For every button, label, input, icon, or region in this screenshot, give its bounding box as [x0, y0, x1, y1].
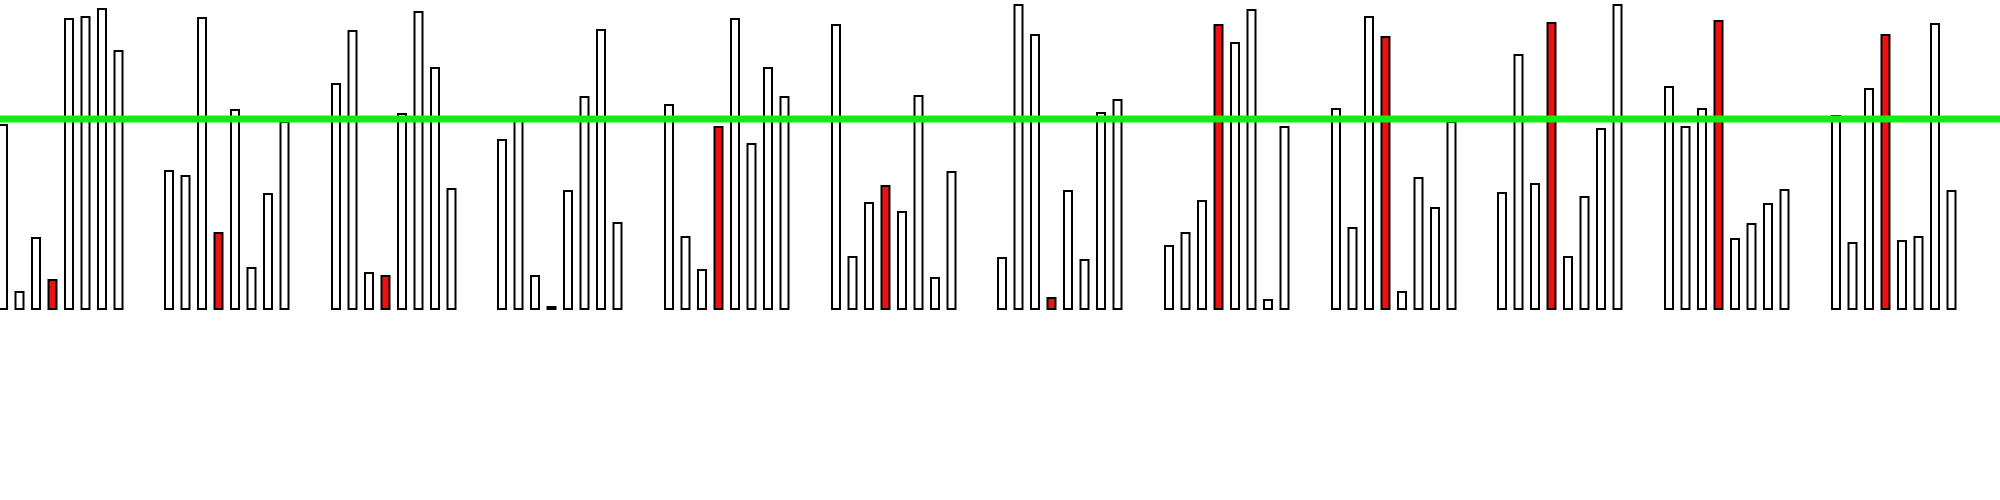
bar-series — [0, 4, 1957, 310]
bar-g5-5 — [730, 18, 740, 310]
bar-g9-5 — [1397, 291, 1407, 310]
bar-g12-7 — [1930, 23, 1940, 310]
bar-g10-6 — [1579, 196, 1590, 310]
bar-g1-5 — [64, 18, 74, 310]
bar-g9-4 — [1380, 36, 1391, 310]
bar-g4-5 — [563, 190, 573, 310]
bar-g6-8 — [946, 171, 957, 310]
bar-g7-5 — [1063, 190, 1073, 310]
bar-g7-7 — [1096, 112, 1106, 310]
bar-g11-1 — [1664, 86, 1674, 310]
bar-g11-6 — [1746, 223, 1757, 310]
bar-g10-4 — [1546, 22, 1557, 310]
bar-g9-3 — [1364, 16, 1374, 310]
bar-g12-4 — [1880, 34, 1891, 310]
bar-g11-5 — [1730, 238, 1740, 310]
bar-g9-8 — [1446, 121, 1457, 310]
bar-g12-6 — [1913, 236, 1924, 310]
bar-g5-4 — [713, 126, 724, 310]
bar-g1-3 — [31, 237, 41, 310]
bar-g8-1 — [1164, 245, 1174, 310]
bar-g12-5 — [1897, 240, 1907, 310]
bar-g9-6 — [1413, 177, 1424, 310]
bar-g4-3 — [530, 275, 540, 310]
bar-g3-4 — [380, 275, 391, 310]
bar-g5-7 — [763, 67, 773, 310]
bar-g2-8 — [279, 121, 290, 310]
bar-g11-3 — [1697, 108, 1707, 310]
bar-g6-1 — [831, 24, 841, 310]
bar-g1-1 — [0, 124, 8, 310]
bar-g10-5 — [1563, 256, 1573, 310]
bar-g2-7 — [263, 193, 273, 310]
bar-g12-8 — [1946, 190, 1957, 310]
bar-g1-4 — [47, 279, 58, 310]
bar-g3-8 — [446, 188, 457, 310]
bar-g5-1 — [664, 104, 674, 310]
bar-g6-7 — [930, 277, 940, 310]
bar-g11-4 — [1713, 20, 1724, 310]
bar-g2-2 — [180, 175, 191, 310]
bar-g3-2 — [347, 30, 358, 310]
bar-g8-5 — [1230, 42, 1240, 310]
bar-g11-7 — [1763, 203, 1773, 310]
bar-g4-1 — [497, 139, 507, 310]
bar-g3-6 — [413, 11, 424, 310]
bar-g6-6 — [913, 95, 924, 310]
bar-g7-6 — [1079, 259, 1090, 310]
bar-g7-4 — [1046, 297, 1057, 310]
bar-g7-3 — [1030, 34, 1040, 310]
bar-g1-2 — [14, 291, 25, 310]
bar-g7-2 — [1013, 4, 1024, 310]
bar-g8-8 — [1279, 126, 1290, 310]
bar-g5-3 — [697, 269, 707, 310]
bar-g6-3 — [864, 202, 874, 310]
bar-g8-2 — [1180, 232, 1191, 310]
bar-g11-8 — [1779, 189, 1790, 310]
bar-g2-3 — [197, 17, 207, 310]
bar-g4-4 — [546, 306, 557, 310]
bar-g11-2 — [1680, 126, 1691, 310]
bar-g3-1 — [331, 83, 341, 310]
bar-g7-8 — [1112, 99, 1123, 310]
bar-g5-6 — [746, 143, 757, 310]
bar-g4-2 — [513, 116, 524, 310]
bar-g1-8 — [113, 50, 124, 310]
bar-g9-1 — [1331, 108, 1341, 310]
bar-g1-7 — [97, 8, 107, 310]
bar-g1-6 — [80, 16, 91, 310]
bar-g9-7 — [1430, 207, 1440, 310]
bar-g4-8 — [612, 222, 623, 310]
bar-g2-1 — [164, 170, 174, 310]
bar-g8-6 — [1246, 9, 1257, 310]
bar-g10-1 — [1497, 192, 1507, 310]
bar-g6-5 — [897, 211, 907, 310]
bar-g12-1 — [1831, 115, 1841, 310]
bar-g10-7 — [1596, 128, 1606, 310]
bar-g6-4 — [880, 185, 891, 310]
bar-g8-3 — [1197, 200, 1207, 310]
bar-g2-5 — [230, 109, 240, 310]
bar-g4-7 — [596, 29, 606, 310]
bar-g8-7 — [1263, 299, 1273, 310]
bar-g12-3 — [1864, 88, 1874, 310]
bar-g3-5 — [397, 113, 407, 310]
bar-g4-6 — [579, 96, 590, 310]
bar-g7-1 — [997, 257, 1007, 310]
bar-g3-3 — [364, 272, 374, 310]
bar-g10-8 — [1612, 4, 1623, 310]
bar-g2-6 — [246, 267, 257, 310]
bar-g12-2 — [1847, 242, 1858, 310]
bar-g9-2 — [1347, 227, 1358, 310]
bar-g5-2 — [680, 236, 691, 310]
bar-g2-4 — [213, 232, 224, 310]
bar-g5-8 — [779, 96, 790, 310]
bar-g10-3 — [1530, 183, 1540, 310]
bar-g10-2 — [1513, 54, 1524, 310]
bar-g3-7 — [430, 67, 440, 310]
bar-g6-2 — [847, 256, 858, 310]
bar-g8-4 — [1213, 24, 1224, 310]
